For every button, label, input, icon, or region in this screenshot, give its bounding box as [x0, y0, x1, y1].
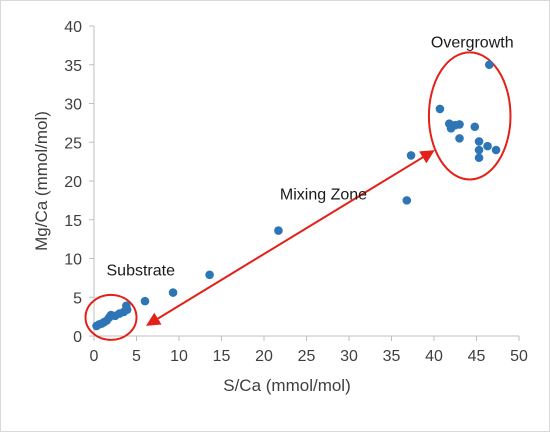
overgrowth-label: Overgrowth — [431, 35, 514, 52]
data-point — [484, 60, 494, 70]
data-point — [455, 120, 464, 129]
data-point — [474, 145, 484, 155]
data-point — [474, 137, 484, 146]
regions — [84, 51, 512, 341]
x-tick-label: 40 — [425, 348, 443, 365]
x-tick-label: 50 — [510, 348, 528, 365]
x-tick-label: 45 — [468, 348, 486, 365]
data-point — [168, 288, 178, 297]
mixing-zone-label: Mixing Zone — [280, 187, 367, 204]
annotation-labels: Overgrowth Mixing Zone Substrate — [107, 35, 514, 280]
substrate-ellipse — [84, 293, 138, 341]
x-tick-label: 15 — [213, 348, 231, 365]
arrow-layer — [146, 150, 435, 326]
mixing-arrow — [146, 150, 435, 326]
data-point — [205, 270, 214, 280]
x-tick-label: 25 — [298, 348, 316, 365]
y-tick-label: 10 — [64, 252, 82, 269]
data-point — [402, 196, 412, 205]
x-tick-label: 20 — [255, 348, 273, 365]
data-point — [491, 145, 501, 155]
substrate-label: Substrate — [107, 263, 176, 280]
x-tick-label: 35 — [383, 348, 401, 365]
y-tick-label: 0 — [73, 329, 82, 346]
y-tick-label: 5 — [73, 290, 82, 307]
axes: 0 5 10 15 20 25 30 35 40 45 50 0 5 10 15 20 25 30 35 40 — [64, 19, 528, 365]
x-tick-label: 10 — [170, 348, 188, 365]
y-tick-label: 20 — [64, 174, 82, 191]
data-point — [483, 141, 492, 151]
data-point — [455, 134, 464, 143]
y-axis-title: Mg/Ca (mmol/mol) — [32, 111, 51, 251]
x-tick-label: 0 — [90, 348, 99, 365]
data-points — [92, 60, 501, 331]
y-tick-label: 25 — [64, 135, 82, 152]
data-point — [406, 151, 416, 160]
x-tick-label: 30 — [340, 348, 358, 365]
data-point — [474, 153, 484, 163]
data-point — [274, 226, 283, 235]
data-point — [470, 122, 480, 132]
y-tick-label: 15 — [64, 213, 82, 230]
data-point — [435, 104, 445, 114]
y-tick-label: 40 — [64, 19, 82, 36]
data-point — [140, 296, 150, 306]
overgrowth-ellipse — [427, 51, 512, 181]
x-axis-title: S/Ca (mmol/mol) — [223, 376, 351, 395]
data-point — [122, 301, 131, 311]
y-tick-label: 30 — [64, 97, 82, 114]
x-tick-label: 5 — [132, 348, 141, 365]
y-tick-label: 35 — [64, 58, 82, 75]
